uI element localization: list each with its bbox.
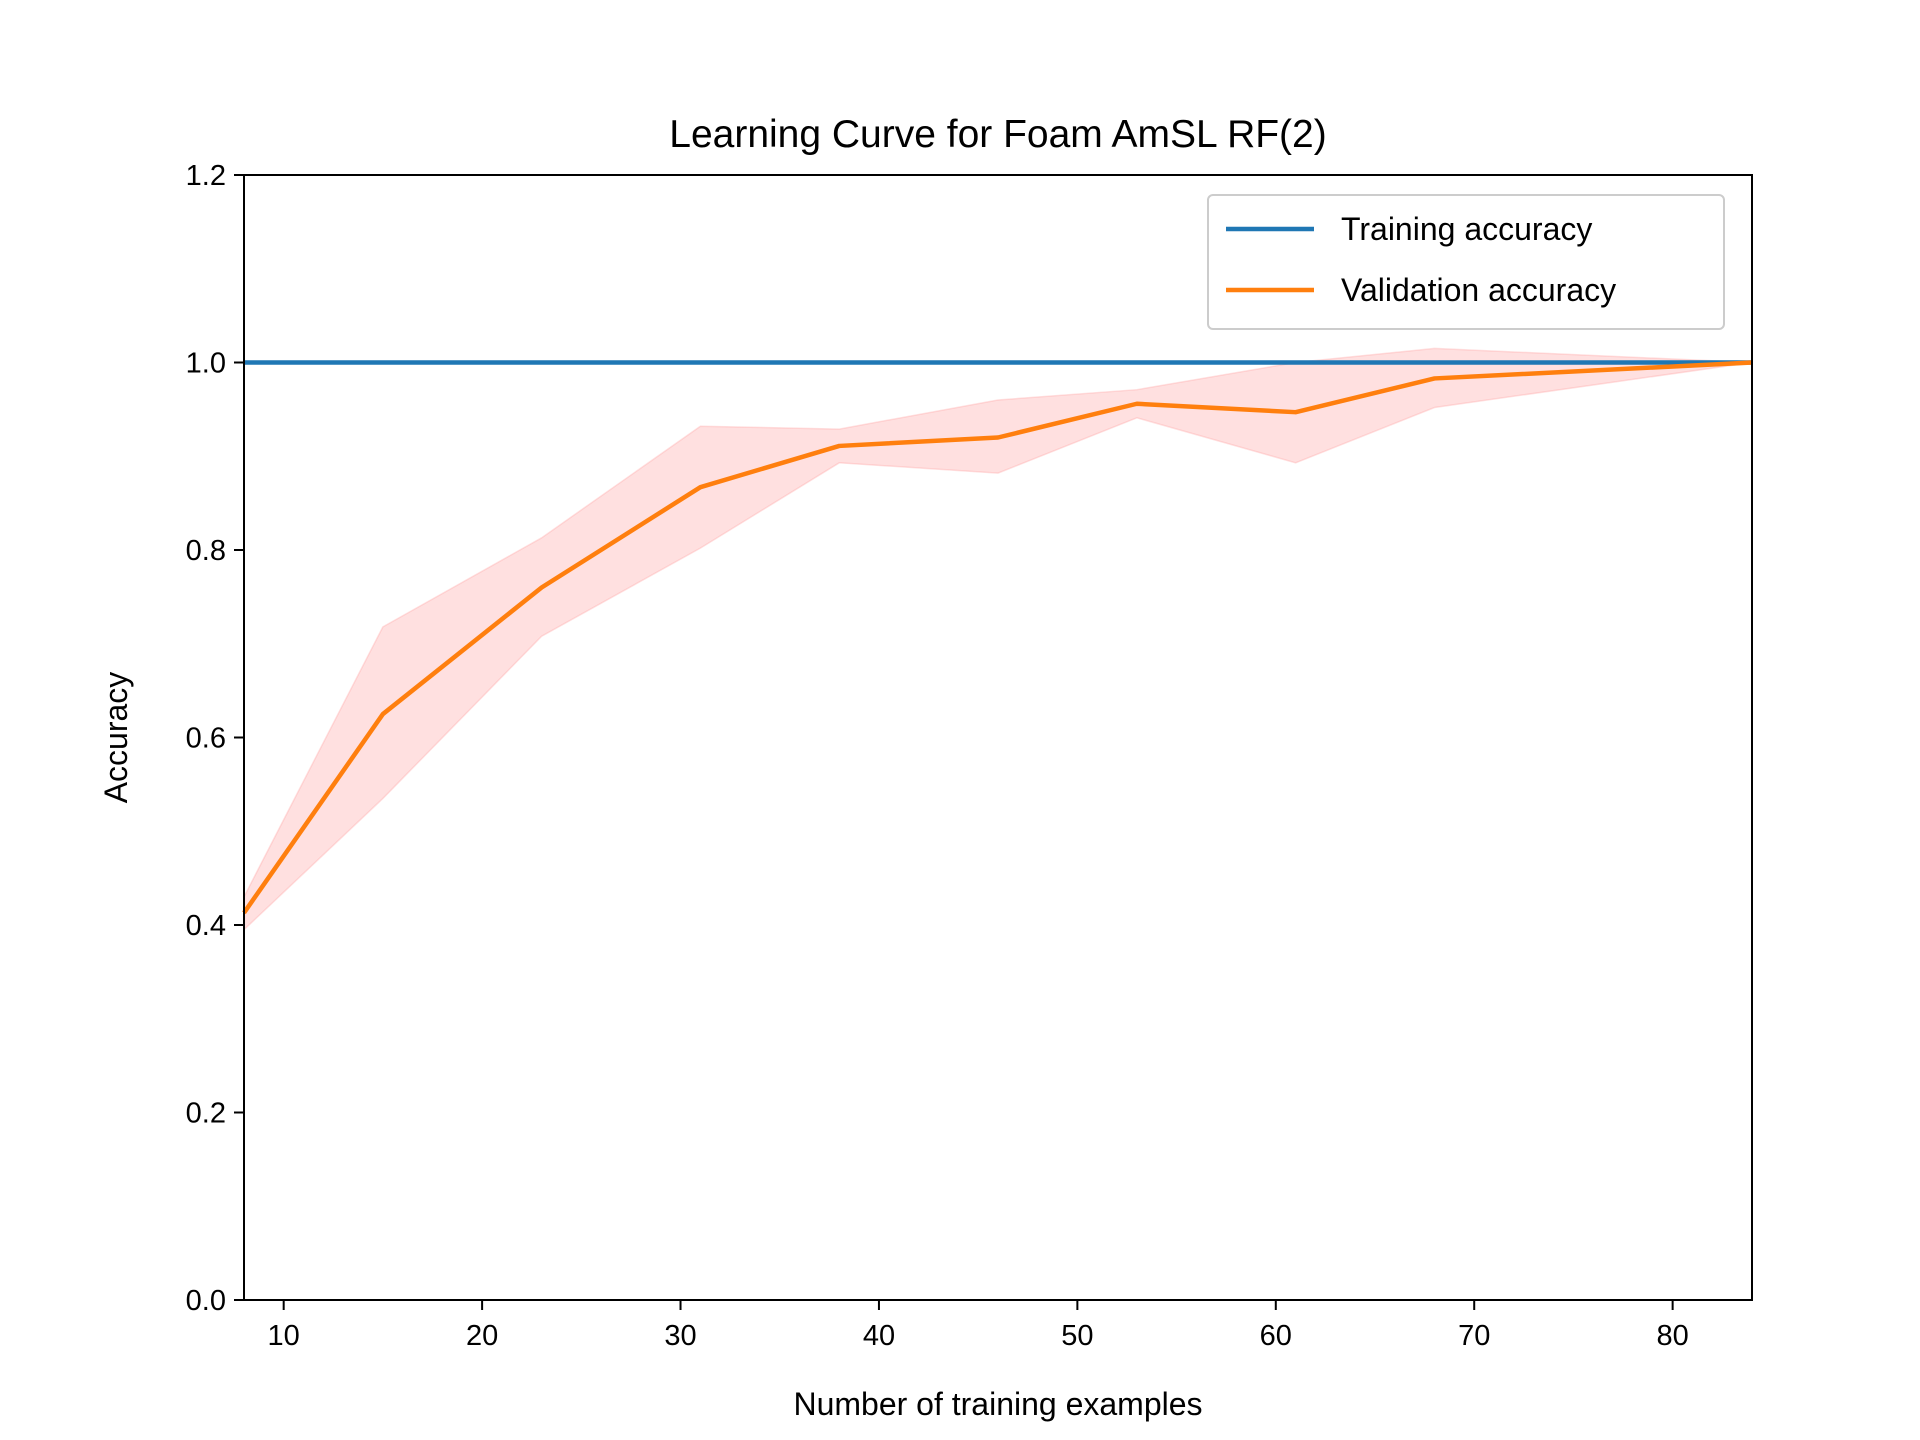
x-tick-label: 40 bbox=[863, 1320, 895, 1352]
x-tick-label: 30 bbox=[664, 1320, 696, 1352]
y-axis-label: Accuracy bbox=[98, 672, 134, 804]
y-tick-label: 0.4 bbox=[186, 910, 226, 942]
validation-std-band bbox=[243, 347, 1753, 932]
x-tick-label: 60 bbox=[1260, 1320, 1292, 1352]
y-tick-label: 0.8 bbox=[186, 535, 226, 567]
x-axis-label: Number of training examples bbox=[793, 1386, 1202, 1422]
validation-band-layer bbox=[243, 347, 1753, 932]
legend: Training accuracy Validation accuracy bbox=[1207, 194, 1725, 330]
x-tick-label: 80 bbox=[1656, 1320, 1688, 1352]
x-tick-label: 50 bbox=[1061, 1320, 1093, 1352]
series-layer bbox=[242, 360, 1753, 915]
y-tick-label: 0.6 bbox=[186, 723, 226, 755]
x-axis-ticks: 10 20 30 40 50 60 70 80 bbox=[268, 1300, 1689, 1352]
legend-label-validation-accuracy: Validation accuracy bbox=[1341, 272, 1616, 308]
validation-accuracy-line bbox=[242, 360, 1753, 915]
legend-box bbox=[1207, 194, 1725, 330]
y-tick-label: 1.2 bbox=[186, 160, 226, 192]
chart-title: Learning Curve for Foam AmSL RF(2) bbox=[669, 113, 1326, 156]
x-tick-label: 20 bbox=[466, 1320, 498, 1352]
legend-label-training-accuracy: Training accuracy bbox=[1341, 211, 1592, 247]
x-tick-label: 10 bbox=[268, 1320, 300, 1352]
y-axis-ticks: 0.0 0.2 0.4 0.6 0.8 1.0 1.2 bbox=[186, 160, 244, 1317]
y-tick-label: 1.0 bbox=[186, 348, 226, 380]
y-tick-label: 0.0 bbox=[186, 1285, 226, 1317]
y-tick-label: 0.2 bbox=[186, 1098, 226, 1130]
x-tick-label: 70 bbox=[1458, 1320, 1490, 1352]
